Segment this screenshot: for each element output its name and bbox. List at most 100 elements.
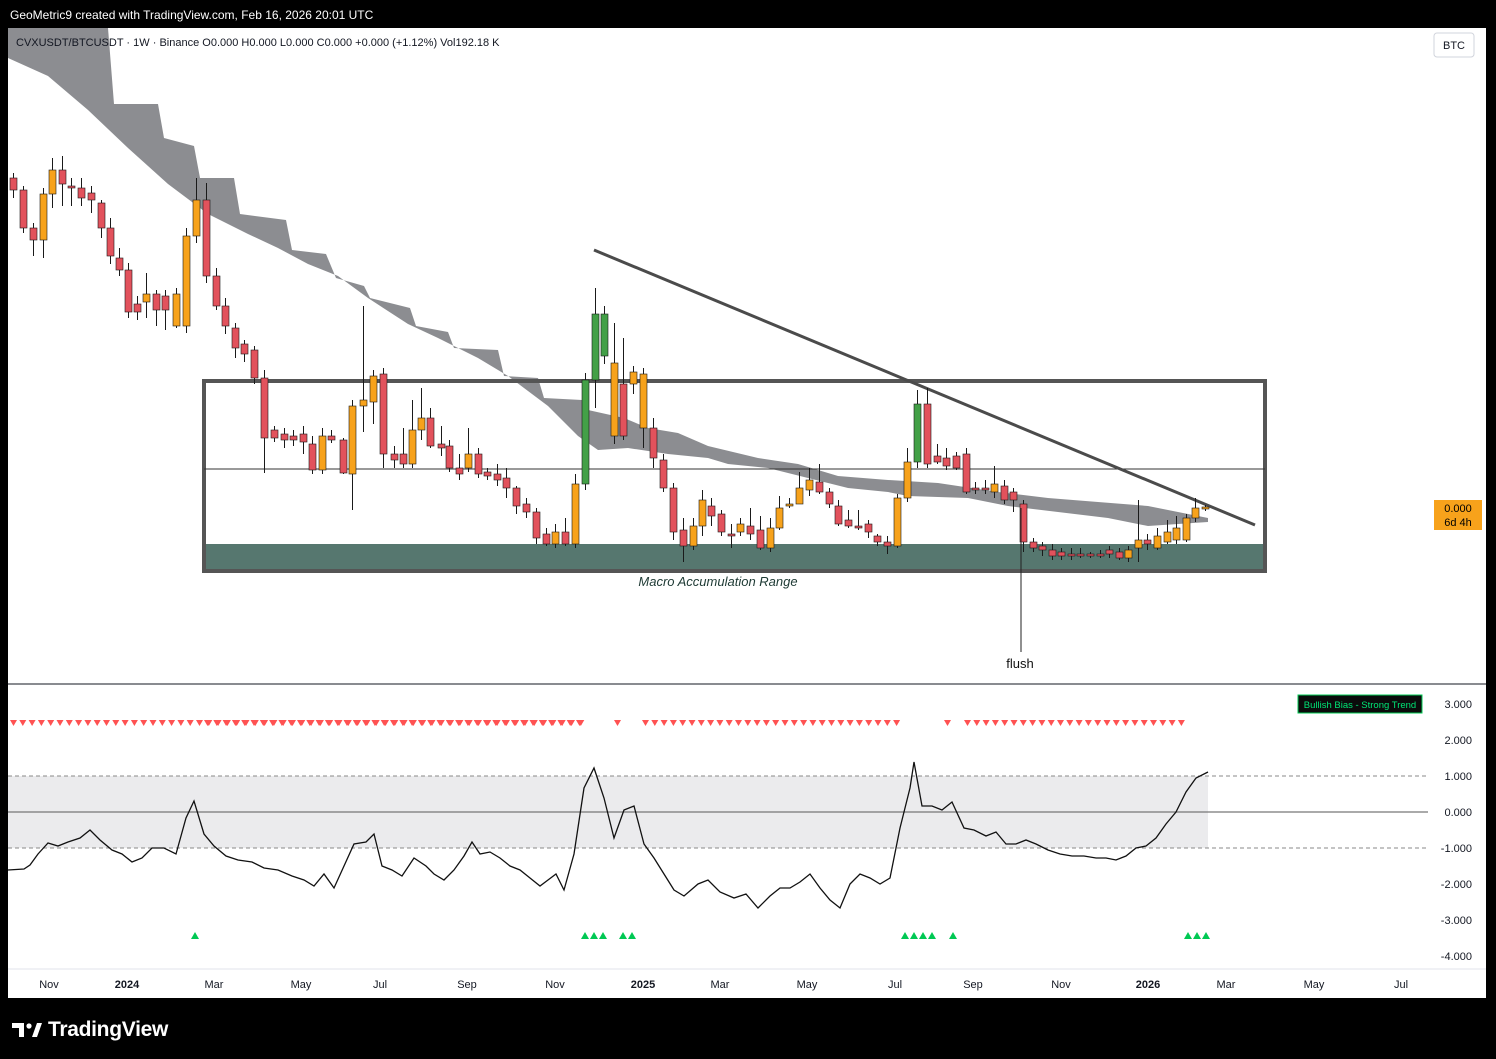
candle (417, 417, 426, 431)
candle (240, 343, 249, 355)
bearish-markers (10, 720, 1185, 726)
candle (698, 499, 707, 527)
y-tick-label: -2.000 (1441, 879, 1472, 891)
symbol-legend: CVXUSDT/BTCUSDT · 1W · Binance O0.000 H0… (16, 37, 500, 49)
bearish-triangle (222, 720, 230, 726)
ichimoku-cloud (8, 28, 1208, 526)
bearish-triangle (149, 720, 157, 726)
candle (854, 525, 863, 529)
bullish-triangle (928, 932, 936, 939)
candle (87, 192, 96, 201)
bearish-triangle (557, 720, 565, 726)
candle (571, 483, 580, 545)
bearish-triangle (334, 720, 342, 726)
bearish-triangle (390, 720, 397, 726)
bearish-triangle (982, 720, 990, 726)
x-tick-label: Mar (711, 979, 730, 991)
bearish-triangle (893, 720, 901, 726)
candle (746, 525, 755, 535)
candle (913, 403, 922, 463)
bearish-triangle (436, 720, 444, 726)
bearish-triangle (660, 720, 668, 726)
currency-badge-box[interactable] (1433, 32, 1475, 58)
bearish-triangle (278, 720, 286, 726)
candle (717, 513, 726, 533)
candle (474, 453, 483, 475)
currency-badge[interactable]: BTC (1443, 40, 1465, 52)
candle (689, 525, 698, 547)
bearish-triangle (1159, 720, 1167, 726)
candle (445, 445, 454, 469)
candle (161, 295, 170, 311)
bearish-triangle (944, 720, 951, 726)
candle (883, 541, 892, 547)
bearish-triangle (168, 720, 176, 726)
candle (639, 373, 648, 429)
candle (581, 379, 590, 485)
bearish-triangle (177, 720, 185, 726)
candle (493, 473, 502, 481)
x-tick-label: Sep (963, 979, 983, 991)
bearish-triangle (297, 720, 304, 726)
candle (124, 269, 133, 313)
bullish-triangle (949, 932, 957, 939)
bearish-triangle (1047, 720, 1055, 726)
bearish-triangle (140, 720, 148, 726)
candle (115, 257, 124, 271)
x-tick-label: May (797, 979, 818, 991)
bearish-triangle (259, 720, 267, 726)
accumulation-range-label: Macro Accumulation Range (638, 574, 797, 589)
last-price-countdown: 6d 4h (1444, 517, 1472, 529)
bearish-triangle (1131, 720, 1139, 726)
bearish-triangle (1038, 720, 1046, 726)
bearish-triangle (250, 720, 258, 726)
candle (359, 399, 368, 407)
oscillator-line (7, 761, 1209, 910)
bearish-triangle (408, 720, 416, 726)
candle (1163, 531, 1172, 543)
candle (1134, 539, 1143, 549)
candle (133, 303, 142, 313)
bearish-triangle (846, 720, 854, 726)
bullish-triangle (619, 932, 627, 939)
candle (629, 371, 638, 385)
bearish-triangle (84, 720, 92, 726)
candle (903, 461, 912, 499)
bearish-triangle (1150, 720, 1157, 726)
bearish-triangle (1094, 720, 1102, 726)
flush-label: flush (1006, 656, 1033, 671)
bearish-triangle (679, 720, 687, 726)
bearish-triangle (809, 720, 817, 726)
x-tick-label: Nov (545, 979, 565, 991)
candle (97, 202, 106, 229)
bearish-triangle (688, 720, 696, 726)
bearish-triangle (1177, 720, 1185, 726)
bearish-triangle (501, 720, 509, 726)
bearish-triangle (130, 720, 138, 726)
candle (1182, 517, 1191, 541)
candle (280, 433, 289, 441)
candle (834, 505, 843, 525)
bearish-triangle (1168, 720, 1176, 726)
candle (600, 313, 609, 357)
x-tick-label: Jul (373, 979, 387, 991)
candle (669, 487, 678, 533)
bearish-triangle (790, 720, 798, 726)
candle (1067, 553, 1076, 557)
candle (707, 505, 716, 517)
bearish-triangle (828, 720, 835, 726)
bearish-triangle (716, 720, 724, 726)
x-tick-label: 2024 (115, 979, 140, 991)
candle (142, 293, 151, 303)
cloud-area (8, 28, 1208, 526)
bearish-triangle (1001, 720, 1009, 726)
bearish-triangle (753, 720, 761, 726)
bearish-triangle (112, 720, 120, 726)
bearish-triangle (492, 720, 500, 726)
candle (437, 443, 446, 449)
chart-canvas: Macro Accumulation Range flush CVXUSDT/B… (7, 28, 1486, 991)
x-tick-label: Nov (39, 979, 59, 991)
bearish-triangle (75, 720, 83, 726)
bearish-triangle (380, 720, 388, 726)
bearish-triangle (1084, 720, 1092, 726)
